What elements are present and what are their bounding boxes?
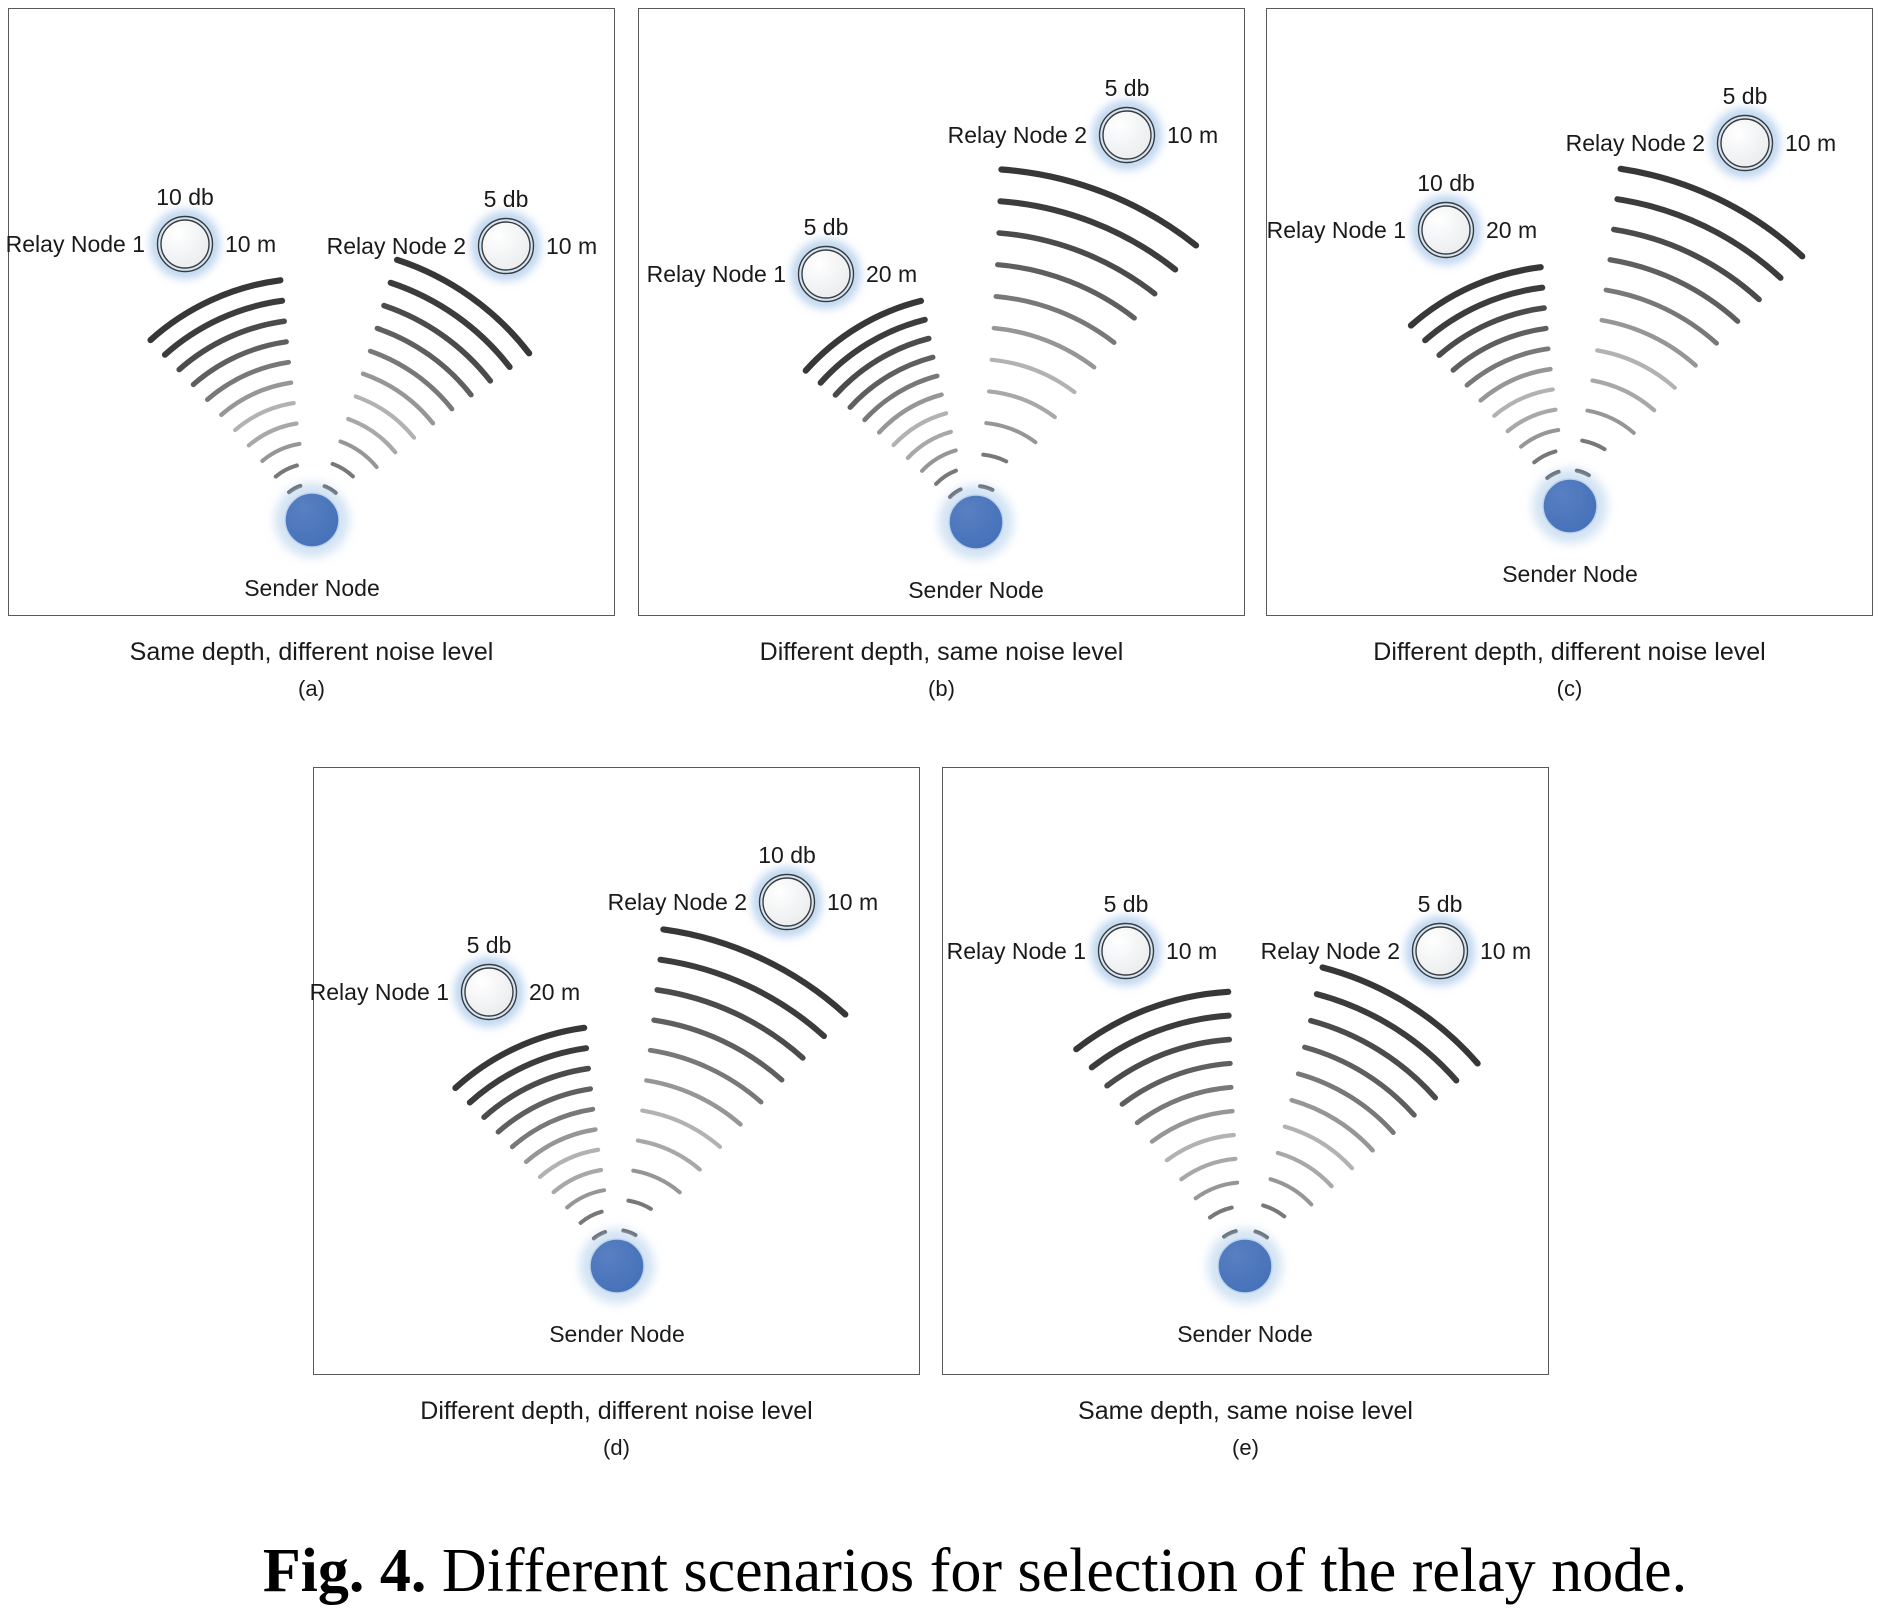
svg-text:10 m: 10 m	[1785, 130, 1836, 156]
svg-text:10 m: 10 m	[1480, 938, 1531, 964]
svg-text:10 m: 10 m	[1167, 122, 1218, 148]
svg-text:Relay Node 1: Relay Node 1	[310, 979, 449, 1005]
svg-text:5 db: 5 db	[467, 932, 512, 958]
svg-text:10 db: 10 db	[1417, 170, 1475, 196]
svg-text:20 m: 20 m	[866, 261, 917, 287]
svg-text:Sender Node: Sender Node	[1177, 1321, 1313, 1347]
svg-text:5 db: 5 db	[1723, 83, 1768, 109]
svg-text:Sender Node: Sender Node	[244, 575, 380, 601]
svg-text:Relay Node 2: Relay Node 2	[608, 889, 747, 915]
svg-text:10 m: 10 m	[827, 889, 878, 915]
svg-text:Relay Node 2: Relay Node 2	[948, 122, 1087, 148]
svg-text:Relay Node 1: Relay Node 1	[1267, 217, 1406, 243]
svg-text:10 m: 10 m	[225, 231, 276, 257]
svg-text:Relay Node 2: Relay Node 2	[1566, 130, 1705, 156]
svg-text:10 db: 10 db	[758, 842, 816, 868]
svg-text:10 m: 10 m	[546, 233, 597, 259]
svg-text:20 m: 20 m	[1486, 217, 1537, 243]
svg-text:Sender Node: Sender Node	[908, 577, 1044, 603]
svg-text:5 db: 5 db	[1104, 891, 1149, 917]
svg-text:5 db: 5 db	[1105, 75, 1150, 101]
svg-text:10 m: 10 m	[1166, 938, 1217, 964]
svg-text:5 db: 5 db	[484, 186, 529, 212]
svg-text:Relay Node 1: Relay Node 1	[6, 231, 145, 257]
svg-text:Relay Node 2: Relay Node 2	[327, 233, 466, 259]
svg-text:Relay Node 1: Relay Node 1	[647, 261, 786, 287]
svg-text:Sender Node: Sender Node	[1502, 561, 1638, 587]
svg-text:10 db: 10 db	[156, 184, 214, 210]
svg-text:Relay Node 2: Relay Node 2	[1261, 938, 1400, 964]
svg-text:Relay Node 1: Relay Node 1	[947, 938, 1086, 964]
svg-text:Sender Node: Sender Node	[549, 1321, 685, 1347]
svg-text:5 db: 5 db	[804, 214, 849, 240]
svg-text:5 db: 5 db	[1418, 891, 1463, 917]
svg-text:20 m: 20 m	[529, 979, 580, 1005]
